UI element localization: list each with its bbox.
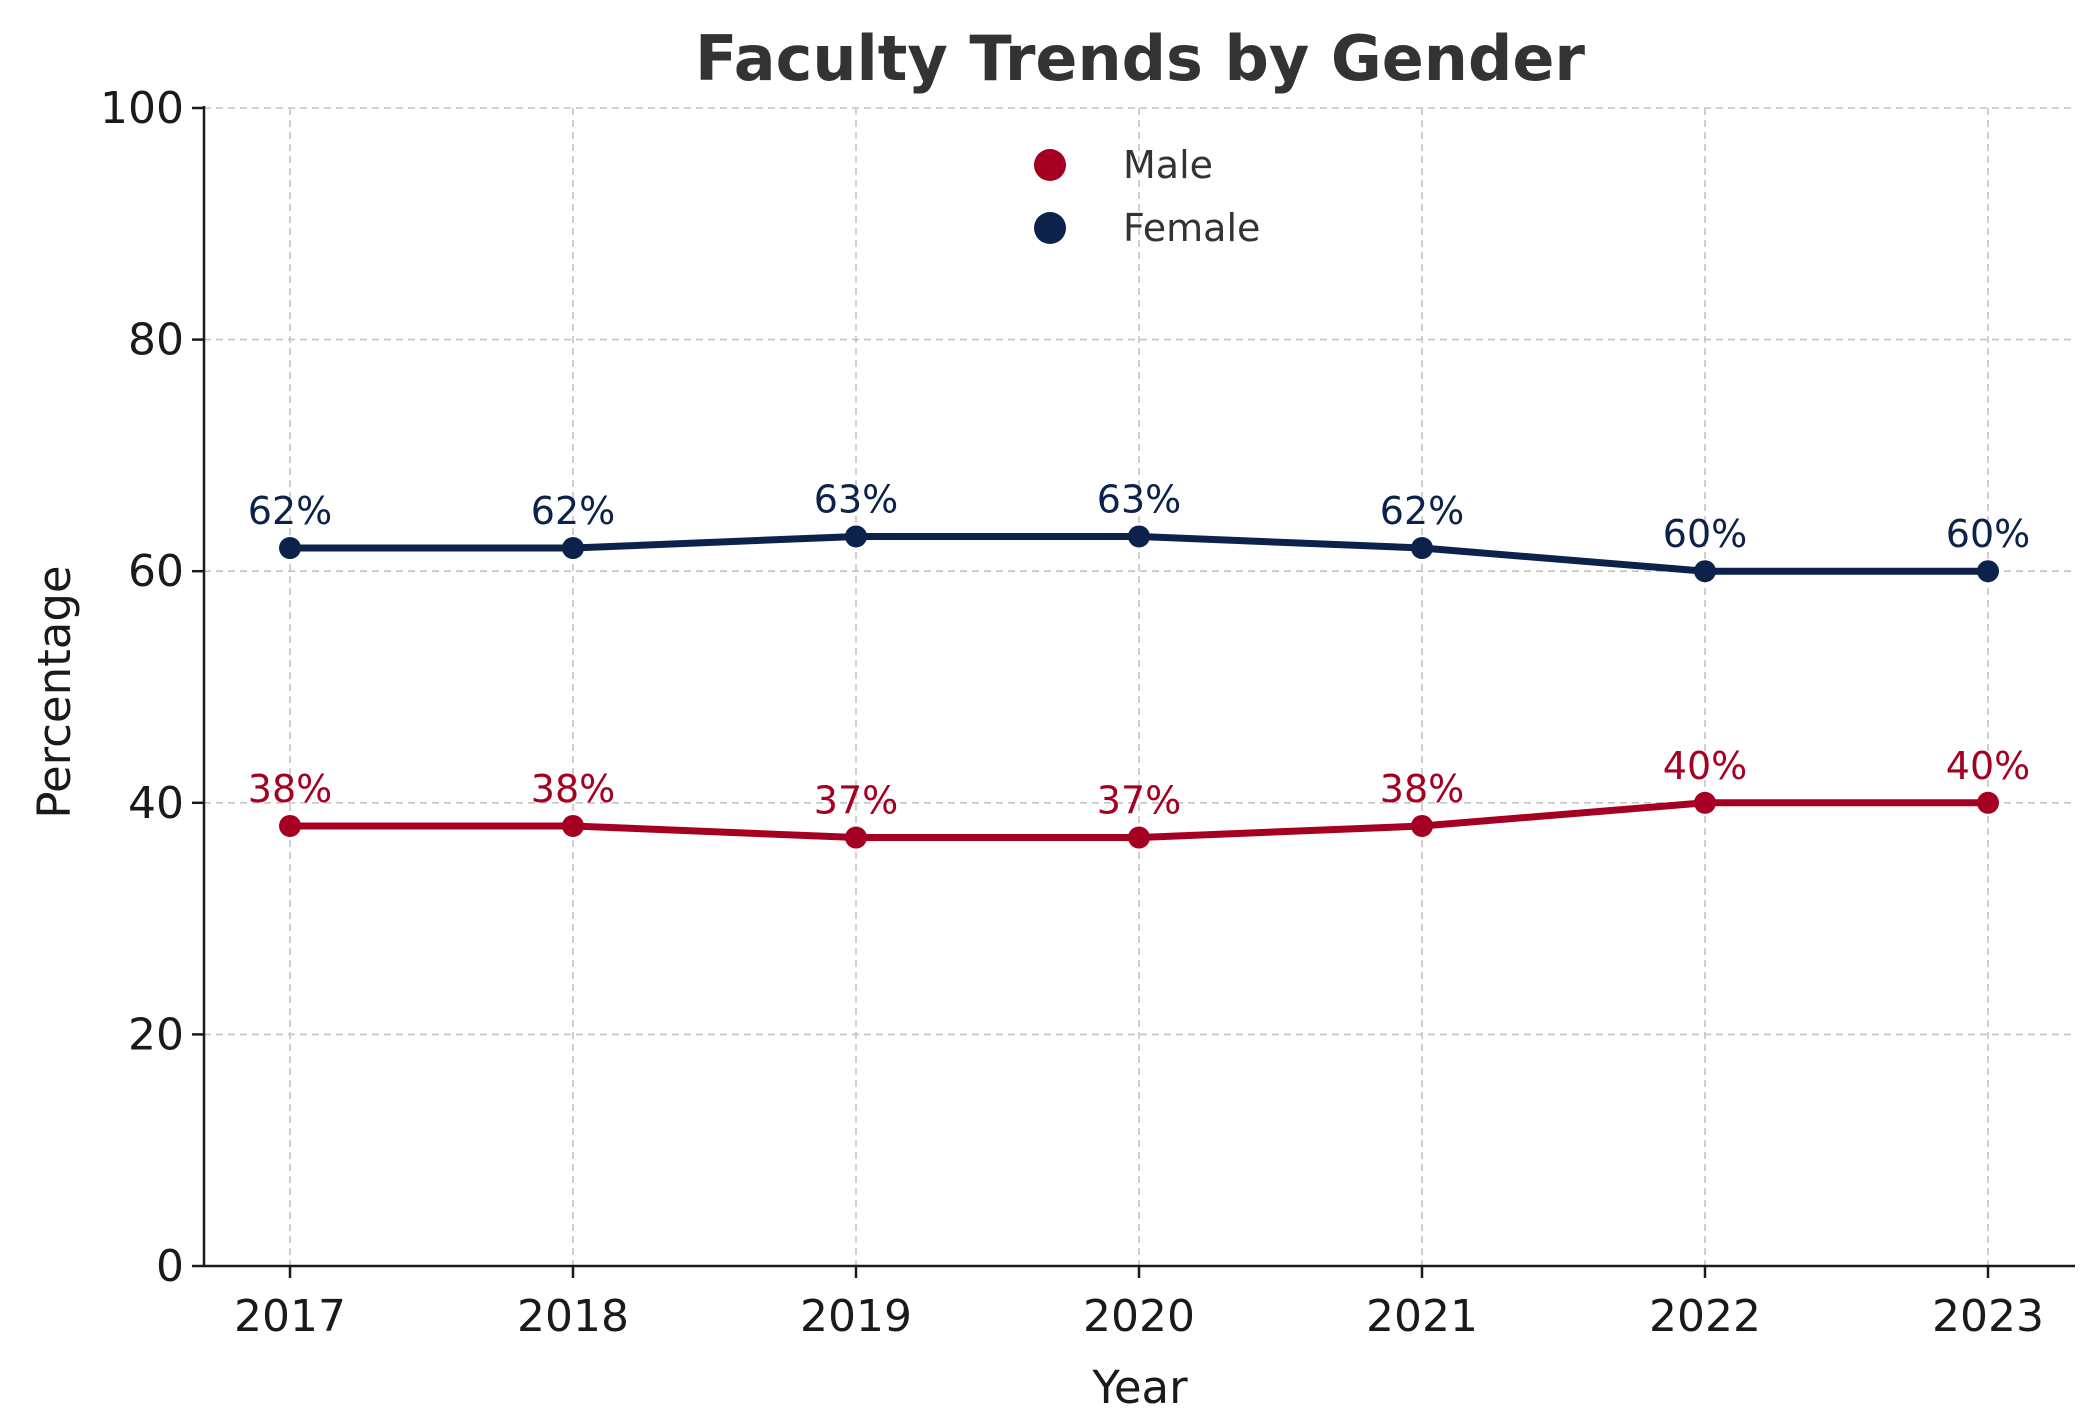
- data-point-female: [1694, 560, 1716, 583]
- legend-label-female: Female: [1123, 206, 1260, 250]
- x-tick-label: 2018: [517, 1291, 629, 1342]
- data-labels: 38% 38% 37% 37% 38% 40% 40% 62% 62% 63% 63% 62% 60% 6…: [248, 477, 2030, 822]
- data-label-female: 62%: [531, 489, 615, 533]
- legend-marker-female: [1034, 212, 1066, 244]
- data-point-male: [279, 814, 301, 837]
- data-point-male: [1128, 826, 1150, 849]
- x-tick-label: 2020: [1083, 1291, 1195, 1342]
- chart-title: Faculty Trends by Gender: [695, 22, 1585, 95]
- data-point-female: [1128, 525, 1150, 548]
- data-label-female: 63%: [1097, 477, 1181, 521]
- data-label-female: 60%: [1946, 512, 2030, 556]
- data-label-male: 37%: [814, 779, 898, 823]
- data-point-male: [1694, 791, 1716, 814]
- data-point-female: [279, 537, 301, 560]
- data-point-female: [562, 537, 584, 560]
- y-tick-label: 0: [156, 1241, 184, 1292]
- data-point-male: [845, 826, 867, 849]
- data-label-male: 37%: [1097, 779, 1181, 823]
- y-tick-label: 100: [100, 83, 184, 134]
- y-tick-label: 40: [128, 778, 184, 829]
- data-label-male: 38%: [531, 767, 615, 811]
- legend-label-male: Male: [1123, 143, 1213, 187]
- y-tick-label: 80: [128, 315, 184, 366]
- y-tick-label: 20: [128, 1009, 184, 1060]
- x-tick-label: 2022: [1649, 1291, 1761, 1342]
- data-point-male: [1411, 814, 1433, 837]
- grid-lines: [204, 107, 2075, 1267]
- data-label-female: 63%: [814, 477, 898, 521]
- y-axis-label: Percentage: [28, 565, 81, 818]
- tick-labels: 0 20 40 60 80 100 2017 2018 2019 2020 2021 2022 2023: [100, 83, 2044, 1342]
- data-label-male: 38%: [248, 767, 332, 811]
- x-tick-label: 2019: [800, 1291, 912, 1342]
- series: [279, 525, 1999, 849]
- data-point-male: [1977, 791, 1999, 814]
- y-tick-label: 60: [128, 546, 184, 597]
- data-point-female: [1411, 537, 1433, 560]
- data-label-female: 62%: [248, 489, 332, 533]
- data-point-male: [562, 814, 584, 837]
- x-tick-label: 2021: [1366, 1291, 1478, 1342]
- legend-marker-male: [1034, 149, 1066, 181]
- x-axis-label: Year: [1091, 1361, 1188, 1414]
- data-label-female: 60%: [1663, 512, 1747, 556]
- data-label-male: 40%: [1946, 744, 2030, 788]
- data-label-female: 62%: [1380, 489, 1464, 533]
- data-label-male: 38%: [1380, 767, 1464, 811]
- data-point-female: [1977, 560, 1999, 583]
- x-tick-label: 2023: [1932, 1291, 2044, 1342]
- legend: Male Female: [1034, 143, 1260, 250]
- data-label-male: 40%: [1663, 744, 1747, 788]
- x-tick-label: 2017: [234, 1291, 346, 1342]
- data-point-female: [845, 525, 867, 548]
